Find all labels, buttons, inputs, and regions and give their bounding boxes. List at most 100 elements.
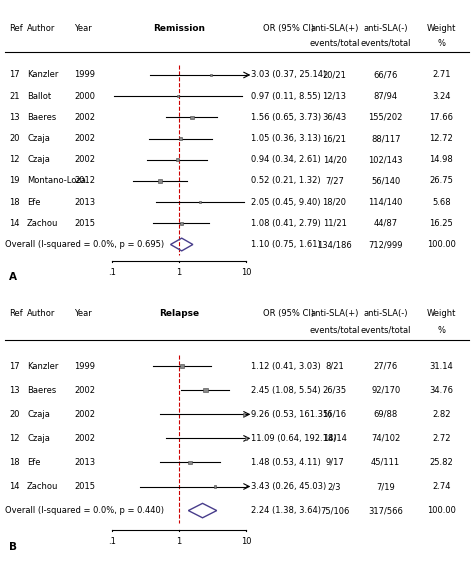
Bar xyxy=(190,116,193,119)
Text: 1: 1 xyxy=(176,537,182,546)
Text: 2.72: 2.72 xyxy=(432,434,451,443)
Text: Czaja: Czaja xyxy=(27,155,50,164)
Text: 92/170: 92/170 xyxy=(371,386,400,395)
Text: Weight: Weight xyxy=(427,24,456,33)
Text: .1: .1 xyxy=(108,268,116,277)
Text: 1.08 (0.41, 2.79): 1.08 (0.41, 2.79) xyxy=(251,219,321,228)
Text: 7/19: 7/19 xyxy=(376,482,395,491)
Text: 75/106: 75/106 xyxy=(320,506,349,515)
Text: Ref: Ref xyxy=(9,24,23,33)
Text: 34.76: 34.76 xyxy=(429,386,454,395)
Text: 14/14: 14/14 xyxy=(323,434,346,443)
Text: 712/999: 712/999 xyxy=(368,240,403,249)
Text: Author: Author xyxy=(27,24,55,33)
Text: Baeres: Baeres xyxy=(27,113,56,122)
Text: 2.45 (1.08, 5.54): 2.45 (1.08, 5.54) xyxy=(251,386,320,395)
Text: 18/20: 18/20 xyxy=(322,198,346,207)
Text: 19: 19 xyxy=(9,176,20,186)
Text: OR (95% CI): OR (95% CI) xyxy=(263,309,314,318)
Text: 17: 17 xyxy=(9,70,20,79)
Text: Ref: Ref xyxy=(9,309,23,318)
Text: events/total: events/total xyxy=(310,325,360,335)
Text: 2/3: 2/3 xyxy=(328,482,341,491)
Text: 114/140: 114/140 xyxy=(368,198,403,207)
Text: 8/21: 8/21 xyxy=(325,362,344,371)
Text: 36/43: 36/43 xyxy=(322,113,346,122)
Text: 2013: 2013 xyxy=(74,198,96,207)
Text: 69/88: 69/88 xyxy=(374,410,398,419)
Text: Efe: Efe xyxy=(27,458,41,467)
Text: Overall (I-squared = 0.0%, p = 0.440): Overall (I-squared = 0.0%, p = 0.440) xyxy=(5,506,164,515)
Text: 2012: 2012 xyxy=(74,176,95,186)
Text: Czaja: Czaja xyxy=(27,134,50,143)
Text: 20: 20 xyxy=(9,134,20,143)
Text: Overall (I-squared = 0.0%, p = 0.695): Overall (I-squared = 0.0%, p = 0.695) xyxy=(5,240,164,249)
Text: .1: .1 xyxy=(108,537,116,546)
Text: 14: 14 xyxy=(9,482,20,491)
Text: 317/566: 317/566 xyxy=(368,506,403,515)
Text: 7/27: 7/27 xyxy=(325,176,344,186)
Text: 88/117: 88/117 xyxy=(371,134,401,143)
Text: 0.52 (0.21, 1.32): 0.52 (0.21, 1.32) xyxy=(251,176,320,186)
Text: 12/13: 12/13 xyxy=(322,92,346,100)
Text: A: A xyxy=(9,272,18,282)
Bar xyxy=(245,437,247,440)
Text: 102/143: 102/143 xyxy=(368,155,403,164)
Text: %: % xyxy=(438,39,446,48)
Text: 20/21: 20/21 xyxy=(323,70,346,79)
Text: 16.25: 16.25 xyxy=(429,219,453,228)
Text: Year: Year xyxy=(74,24,92,33)
Text: 2002: 2002 xyxy=(74,113,95,122)
Text: Zachou: Zachou xyxy=(27,219,58,228)
Text: 14/20: 14/20 xyxy=(323,155,346,164)
Text: 9/17: 9/17 xyxy=(325,458,344,467)
Text: anti-SLA(+): anti-SLA(+) xyxy=(310,309,359,318)
Text: 26/35: 26/35 xyxy=(322,386,346,395)
Text: 12.72: 12.72 xyxy=(429,134,453,143)
Text: 17.66: 17.66 xyxy=(429,113,454,122)
Bar xyxy=(175,158,179,161)
Text: 1.48 (0.53, 4.11): 1.48 (0.53, 4.11) xyxy=(251,458,321,467)
Text: Kanzler: Kanzler xyxy=(27,70,58,79)
Text: 13: 13 xyxy=(9,386,20,395)
Bar xyxy=(177,95,179,97)
Text: 18: 18 xyxy=(9,458,20,467)
Text: 2002: 2002 xyxy=(74,410,95,419)
Bar xyxy=(180,222,183,225)
Text: 1.12 (0.41, 3.03): 1.12 (0.41, 3.03) xyxy=(251,362,321,371)
Text: 26.75: 26.75 xyxy=(429,176,453,186)
Text: Ballot: Ballot xyxy=(27,92,51,100)
Text: Relapse: Relapse xyxy=(159,309,199,318)
Text: 11.09 (0.64, 192.18): 11.09 (0.64, 192.18) xyxy=(251,434,337,443)
Text: anti-SLA(+): anti-SLA(+) xyxy=(310,24,359,33)
Text: 27/76: 27/76 xyxy=(374,362,398,371)
Text: 155/202: 155/202 xyxy=(368,113,403,122)
Text: 16/16: 16/16 xyxy=(322,410,346,419)
Text: 2002: 2002 xyxy=(74,434,95,443)
Text: 2.24 (1.38, 3.64): 2.24 (1.38, 3.64) xyxy=(251,506,321,515)
Text: 87/94: 87/94 xyxy=(374,92,398,100)
Bar xyxy=(243,413,245,416)
Text: 2015: 2015 xyxy=(74,219,95,228)
Text: 1.56 (0.65, 3.73): 1.56 (0.65, 3.73) xyxy=(251,113,321,122)
Text: 2002: 2002 xyxy=(74,134,95,143)
Bar xyxy=(203,388,208,392)
Text: 3.43 (0.26, 45.03): 3.43 (0.26, 45.03) xyxy=(251,482,326,491)
Bar xyxy=(179,137,182,140)
Text: 1.10 (0.75, 1.61): 1.10 (0.75, 1.61) xyxy=(251,240,321,249)
Text: 17: 17 xyxy=(9,362,20,371)
Text: 2.82: 2.82 xyxy=(432,410,451,419)
Text: 1999: 1999 xyxy=(74,70,95,79)
Text: 0.97 (0.11, 8.55): 0.97 (0.11, 8.55) xyxy=(251,92,321,100)
Text: Czaja: Czaja xyxy=(27,410,50,419)
Text: OR (95% CI): OR (95% CI) xyxy=(263,24,314,33)
Text: 45/111: 45/111 xyxy=(371,458,400,467)
Text: 1999: 1999 xyxy=(74,362,95,371)
Text: 2002: 2002 xyxy=(74,386,95,395)
Text: Efe: Efe xyxy=(27,198,41,207)
Text: 66/76: 66/76 xyxy=(374,70,398,79)
Text: 100.00: 100.00 xyxy=(427,240,456,249)
Text: Zachou: Zachou xyxy=(27,482,58,491)
Text: 2.71: 2.71 xyxy=(432,70,451,79)
Text: 9.26 (0.53, 161.35): 9.26 (0.53, 161.35) xyxy=(251,410,331,419)
